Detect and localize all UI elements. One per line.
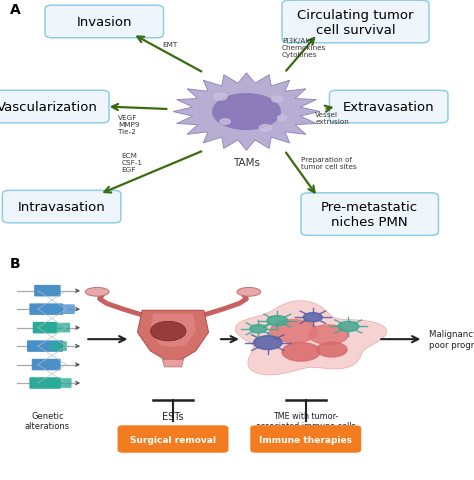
FancyBboxPatch shape <box>282 1 429 44</box>
Text: PI3K/Akt
Chemokines
Cytokines: PI3K/Akt Chemokines Cytokines <box>282 37 327 58</box>
Text: Vessel
extrusion: Vessel extrusion <box>315 112 349 125</box>
FancyBboxPatch shape <box>32 359 61 371</box>
Circle shape <box>213 95 280 130</box>
Text: Invasion: Invasion <box>76 16 132 29</box>
Polygon shape <box>173 73 320 151</box>
Text: ESTs: ESTs <box>162 411 184 421</box>
FancyBboxPatch shape <box>0 91 109 123</box>
Text: Extravasation: Extravasation <box>343 101 435 114</box>
FancyBboxPatch shape <box>29 377 61 389</box>
Ellipse shape <box>150 322 186 341</box>
Text: A: A <box>9 2 20 16</box>
Circle shape <box>259 125 272 132</box>
FancyBboxPatch shape <box>45 6 164 39</box>
Circle shape <box>270 320 318 343</box>
Text: VEGF
MMP9
Tie-2: VEGF MMP9 Tie-2 <box>118 115 140 135</box>
Text: B: B <box>9 256 20 271</box>
Text: Malignancy and
poor prognosis: Malignancy and poor prognosis <box>429 330 474 349</box>
Circle shape <box>214 94 227 101</box>
Polygon shape <box>137 311 209 361</box>
Ellipse shape <box>85 288 109 297</box>
Polygon shape <box>235 301 387 375</box>
FancyBboxPatch shape <box>29 304 63 315</box>
Polygon shape <box>163 360 183 367</box>
Text: ECM
CSF-1
EGF: ECM CSF-1 EGF <box>121 152 142 172</box>
Text: TME with tumor-
associated immune cells: TME with tumor- associated immune cells <box>256 411 356 430</box>
Circle shape <box>277 116 287 121</box>
Ellipse shape <box>237 288 261 297</box>
FancyBboxPatch shape <box>34 285 61 297</box>
Text: TAMs: TAMs <box>233 157 260 167</box>
FancyBboxPatch shape <box>118 425 228 453</box>
Circle shape <box>220 120 230 125</box>
Circle shape <box>317 342 347 357</box>
FancyBboxPatch shape <box>53 305 75 314</box>
Circle shape <box>303 313 322 322</box>
FancyBboxPatch shape <box>27 341 63 352</box>
Text: Circulating tumor
cell survival: Circulating tumor cell survival <box>297 9 414 36</box>
FancyBboxPatch shape <box>329 91 448 123</box>
Circle shape <box>254 336 282 350</box>
FancyBboxPatch shape <box>301 193 438 236</box>
Text: Surgical removal: Surgical removal <box>130 434 216 444</box>
Text: Vascularization: Vascularization <box>0 101 98 114</box>
FancyBboxPatch shape <box>33 322 57 334</box>
Circle shape <box>282 343 320 361</box>
FancyBboxPatch shape <box>2 191 121 223</box>
Circle shape <box>309 325 348 345</box>
Circle shape <box>267 316 288 326</box>
Circle shape <box>250 325 267 333</box>
FancyBboxPatch shape <box>51 323 70 333</box>
Text: Genetic
alterations: Genetic alterations <box>25 411 70 430</box>
Text: Intravasation: Intravasation <box>18 201 106 214</box>
Text: Pre-metastatic
niches PMN: Pre-metastatic niches PMN <box>321 201 418 228</box>
Text: Preparation of
tumor cell sites: Preparation of tumor cell sites <box>301 157 357 170</box>
Text: EMT: EMT <box>163 42 178 48</box>
FancyBboxPatch shape <box>50 342 67 351</box>
Polygon shape <box>150 314 196 348</box>
Circle shape <box>338 322 359 332</box>
Text: Immune therapies: Immune therapies <box>259 434 352 444</box>
FancyBboxPatch shape <box>250 425 361 453</box>
Circle shape <box>272 97 283 103</box>
FancyBboxPatch shape <box>51 378 72 388</box>
